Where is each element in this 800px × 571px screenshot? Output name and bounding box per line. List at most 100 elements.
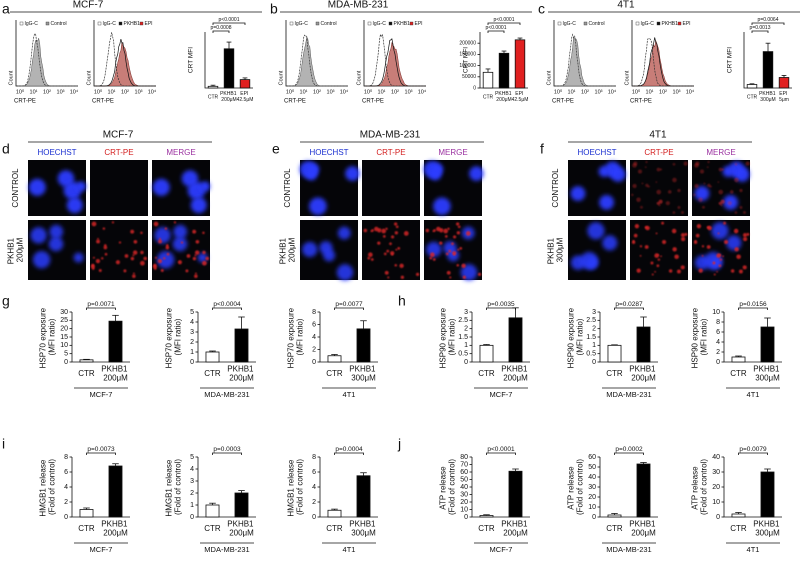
bar	[223, 48, 235, 89]
nucleus	[426, 241, 442, 258]
crt-speck	[699, 169, 705, 174]
crt-speck	[655, 181, 658, 183]
nucleus	[309, 197, 327, 216]
crt-speck	[194, 254, 197, 257]
bar	[636, 326, 651, 363]
crt-speck	[368, 252, 373, 258]
y-tick-label: 10	[60, 342, 68, 349]
row-label: CONTROL	[283, 168, 292, 208]
crt-speck	[457, 248, 460, 251]
crt-speck	[140, 250, 144, 255]
y-tick-label: 0	[716, 514, 720, 521]
crt-speck	[701, 254, 704, 257]
crt-speck	[701, 245, 705, 248]
crt-speck	[202, 260, 207, 266]
y-tick-label: 0	[64, 359, 68, 366]
crt-speck	[387, 276, 390, 279]
bar	[731, 356, 746, 363]
nucleus	[598, 165, 610, 178]
crt-speck	[130, 229, 135, 234]
nucleus	[156, 250, 175, 269]
crt-speck	[159, 237, 161, 240]
crt-speck	[680, 233, 686, 238]
bar	[514, 39, 526, 89]
crt-speck	[192, 256, 197, 261]
crt-speck	[95, 258, 101, 264]
y-tick-label: 20	[460, 499, 468, 506]
legend-swatch	[45, 21, 50, 26]
crt-speck	[153, 267, 157, 270]
crt-speck	[118, 241, 122, 244]
significance-bracket	[614, 307, 644, 310]
y-axis-label: CRT MFI	[727, 47, 734, 73]
crt-speck	[742, 265, 747, 270]
significance-bracket	[212, 22, 246, 25]
y-tick-label: 0	[464, 514, 468, 521]
y-tick-label: 6	[312, 321, 316, 328]
x-tick-label: 10²	[581, 89, 589, 95]
crt-speck	[385, 227, 388, 231]
significance-bracket	[487, 30, 505, 33]
x-axis-label: 4T1	[747, 390, 760, 399]
micro-image	[362, 220, 420, 280]
crt-speck	[465, 231, 471, 236]
y-axis-label: ATP release (Fold of control)	[567, 459, 585, 515]
x-tick-label: 10²	[43, 89, 51, 95]
bar	[79, 359, 94, 363]
nucleus	[152, 178, 170, 196]
y-tick-label: 0	[312, 514, 316, 521]
row-label: PKHB1 200μM	[279, 236, 297, 264]
column-label: CRT-PE	[644, 148, 673, 157]
legend-label: PKHB1	[662, 21, 679, 27]
column-label: HOECHST	[577, 148, 616, 157]
bar	[234, 492, 249, 518]
nucleus	[336, 264, 354, 281]
x-tick-label: 10⁰	[554, 88, 563, 95]
crt-speck	[671, 228, 677, 234]
y-tick-label: 2	[592, 326, 596, 333]
x-tick-label: CTR	[78, 369, 95, 378]
legend-swatch	[118, 21, 123, 26]
y-axis-label: Count	[624, 70, 630, 85]
y-tick-label: 2	[64, 499, 68, 506]
crt-speck	[457, 225, 461, 229]
row-label: PKHB1 300μM	[547, 236, 565, 264]
y-tick-label: 3	[190, 329, 194, 336]
crt-speck	[684, 232, 688, 236]
crt-speck	[456, 231, 461, 235]
panel-letter: g	[2, 293, 10, 309]
crt-speck	[698, 197, 703, 203]
crt-speck	[391, 253, 394, 256]
crt-speck	[637, 169, 643, 174]
nucleus	[429, 168, 442, 181]
x-tick-label: 10³	[673, 89, 681, 95]
crt-speck	[425, 228, 430, 233]
nucleus	[305, 168, 318, 181]
crt-speck	[639, 245, 643, 248]
crt-speck	[718, 167, 723, 172]
significance-bracket	[751, 22, 785, 25]
p-value: p<0.0001	[494, 17, 515, 23]
x-tick-label: 10¹	[378, 89, 386, 95]
x-tick-label: PKHB1 200μM	[495, 91, 513, 103]
crt-speck	[716, 253, 721, 258]
x-tick-label: 10²	[121, 89, 129, 95]
x-tick-label: PKHB1 200μM	[227, 365, 255, 383]
y-tick-label: 10	[712, 499, 720, 506]
y-tick-label: 3	[464, 309, 468, 316]
x-tick-label: 10³	[57, 89, 65, 95]
x-tick-label: CTR	[326, 369, 343, 378]
crt-speck	[448, 249, 452, 253]
x-tick-label: CTR	[78, 524, 95, 533]
y-tick-label: 0	[592, 359, 596, 366]
crt-speck	[202, 250, 206, 255]
y-tick-label: 40	[712, 454, 720, 461]
bar	[731, 513, 746, 518]
crt-speck	[712, 261, 716, 265]
p-value: p=0.0079	[739, 446, 767, 453]
micro-image	[568, 220, 626, 280]
legend-swatch	[677, 21, 682, 26]
y-axis-label: HMGB1 release (Fold of control)	[39, 457, 57, 516]
y-tick-label: 80	[460, 454, 468, 461]
y-tick-label: 0	[190, 359, 194, 366]
